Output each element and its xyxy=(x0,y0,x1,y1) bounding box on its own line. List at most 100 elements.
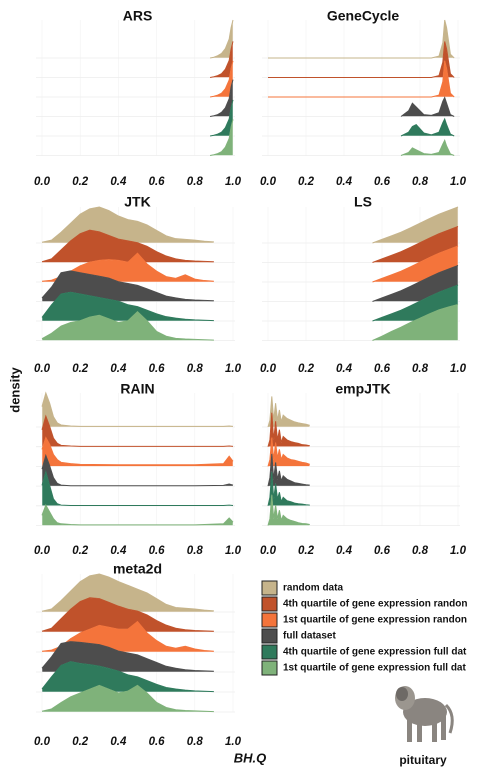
panel: meta2d 0.0 0.2 0.4 0.6 0.8 1.0 xyxy=(34,561,242,748)
x-tick-label: 0.4 xyxy=(336,176,353,188)
x-tick-label: 0.8 xyxy=(412,363,429,375)
panel: LS 0.0 0.2 0.4 0.6 0.8 1.0 xyxy=(260,194,467,375)
ridge-outline xyxy=(209,119,234,156)
x-tick-label: 0.0 xyxy=(34,545,51,557)
ridge-outline xyxy=(41,206,214,243)
ridge-outline xyxy=(209,41,234,78)
ridge-outline xyxy=(268,41,455,78)
ridge-outline xyxy=(267,412,310,447)
panel-title: meta2d xyxy=(113,561,162,577)
legend-swatch xyxy=(261,596,278,612)
panel: RAIN 0.0 0.2 0.4 0.6 0.8 1.0 xyxy=(34,381,242,557)
x-tick-label: 0.6 xyxy=(149,363,166,375)
legend-swatch xyxy=(261,580,278,596)
ridge-outline xyxy=(209,60,234,98)
x-tick-label: 0.4 xyxy=(336,363,353,375)
x-tick-label: 0.8 xyxy=(412,545,429,557)
legend-label: 1st quartile of gene expression randon xyxy=(283,615,467,626)
legend-label: 4th quartile of gene expression randon xyxy=(283,599,467,610)
density-ridge xyxy=(41,436,234,467)
legend-swatch xyxy=(261,660,278,676)
legend-swatch xyxy=(261,628,278,644)
x-tick-label: 0.8 xyxy=(412,176,429,188)
ridge-outline xyxy=(41,503,234,526)
panel: empJTK 0.0 0.2 0.4 0.6 0.8 1.0 xyxy=(260,381,467,557)
density-ridge xyxy=(268,19,455,59)
x-tick-label: 0.0 xyxy=(260,363,277,375)
ridge-outline xyxy=(209,99,234,137)
x-tick-label: 0.8 xyxy=(187,736,204,748)
x-tick-label: 0.6 xyxy=(149,736,166,748)
density-ridge xyxy=(41,206,215,244)
panel: JTK 0.0 0.2 0.4 0.6 0.8 1.0 xyxy=(34,194,242,375)
legend-label: 4th quartile of gene expression full dat xyxy=(283,647,467,658)
x-tick-label: 0.4 xyxy=(110,545,127,557)
x-tick-label: 0.2 xyxy=(72,363,89,375)
ridge-outline xyxy=(372,206,459,244)
x-tick-label: 0.6 xyxy=(149,545,166,557)
legend-swatch xyxy=(261,612,278,628)
x-tick-label: 1.0 xyxy=(225,545,242,557)
x-tick-label: 0.0 xyxy=(260,545,277,557)
density-ridge xyxy=(268,60,455,98)
x-tick-label: 0.6 xyxy=(374,545,391,557)
x-tick-label: 1.0 xyxy=(450,176,467,188)
x-tick-label: 1.0 xyxy=(225,736,242,748)
ridge-outline xyxy=(267,453,310,487)
tissue-label: pituitary xyxy=(399,753,447,767)
ridge-outline xyxy=(41,661,214,693)
y-axis-label: density xyxy=(7,366,22,412)
density-ridge xyxy=(41,470,234,507)
x-tick-label: 0.6 xyxy=(149,176,166,188)
ridge-outline xyxy=(400,117,455,137)
x-tick-label: 0.6 xyxy=(374,363,391,375)
ridge-outline xyxy=(268,19,455,59)
ridge-outline xyxy=(209,79,234,117)
panel-title: LS xyxy=(354,194,372,210)
ridge-outline xyxy=(41,684,214,713)
ridge-outline xyxy=(41,469,234,506)
density-ridge xyxy=(41,415,234,447)
x-tick-label: 0.2 xyxy=(72,176,89,188)
ridge-outline xyxy=(372,304,459,341)
x-tick-label: 0.0 xyxy=(34,736,51,748)
density-ridge xyxy=(41,573,215,613)
ridge-outline xyxy=(41,620,214,652)
density-ridge xyxy=(400,96,455,117)
ridge-outline xyxy=(41,641,214,672)
x-tick-label: 0.0 xyxy=(260,176,277,188)
legend-label: 1st quartile of gene expression full dat xyxy=(283,663,466,674)
x-tick-label: 0.2 xyxy=(298,176,315,188)
panel: ARS 0.0 0.2 0.4 0.6 0.8 1.0 xyxy=(34,8,242,188)
x-tick-label: 0.2 xyxy=(298,545,315,557)
x-tick-label: 0.4 xyxy=(110,736,127,748)
panel-title: GeneCycle xyxy=(327,8,400,24)
ridge-outline xyxy=(267,471,310,506)
panel: GeneCycle 0.0 0.2 0.4 0.6 0.8 1.0 xyxy=(260,8,467,188)
ridge-outline xyxy=(41,270,214,302)
x-tick-label: 0.8 xyxy=(187,176,204,188)
density-ridge xyxy=(400,139,455,156)
ridge-outline xyxy=(41,573,214,612)
density-ridge xyxy=(41,504,234,526)
ridge-outline xyxy=(400,96,455,117)
ridge-outline xyxy=(41,436,234,466)
x-tick-label: 1.0 xyxy=(450,363,467,375)
density-ridge xyxy=(268,41,455,78)
x-tick-label: 0.8 xyxy=(187,545,204,557)
legend-label: random data xyxy=(283,583,343,594)
x-tick-label: 0.4 xyxy=(110,363,127,375)
x-tick-label: 0.0 xyxy=(34,363,51,375)
ridge-outline xyxy=(41,291,214,322)
ridge-outline xyxy=(41,391,234,427)
ridge-outline xyxy=(372,245,459,283)
legend-swatch xyxy=(261,644,278,660)
x-axis-label: BH.Q xyxy=(234,750,267,765)
panel-title: ARS xyxy=(123,8,153,24)
density-ridge xyxy=(41,392,234,428)
ridge-outline xyxy=(400,138,455,156)
ridge-outline xyxy=(41,597,214,632)
x-tick-label: 1.0 xyxy=(450,545,467,557)
baboon-icon xyxy=(395,686,454,742)
